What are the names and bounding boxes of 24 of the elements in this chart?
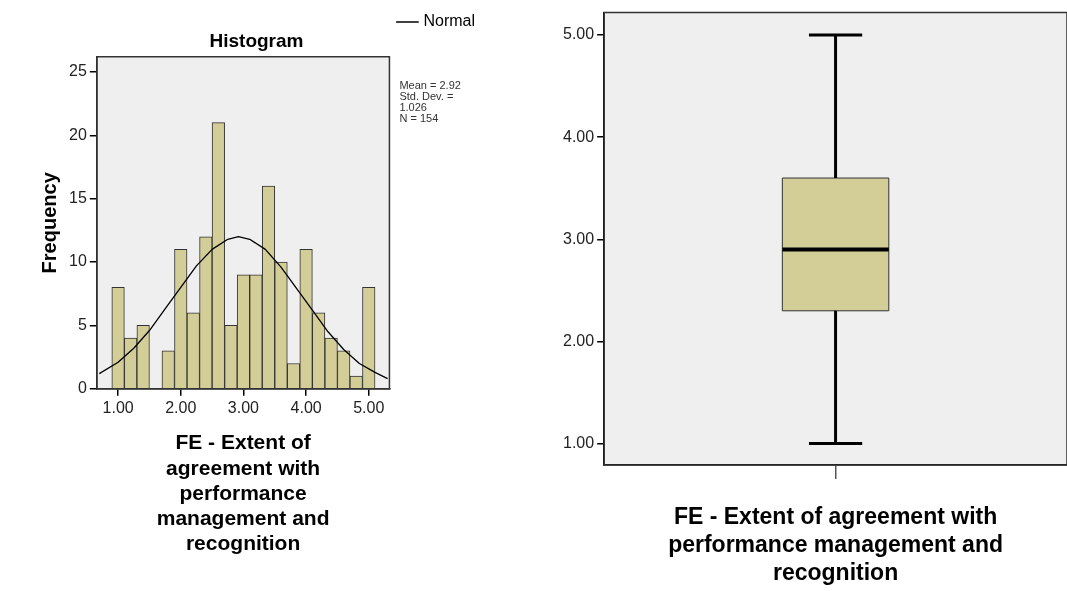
y-tick-label: 2.00	[563, 331, 595, 349]
y-tick-label: 15	[69, 189, 87, 207]
y-axis-title: Frequency	[37, 171, 60, 274]
y-tick-label: 5.00	[563, 25, 595, 43]
y-tick-label: 20	[69, 125, 87, 143]
x-axis-title: FE - Extent of agreement with performance management and recognition	[668, 503, 1004, 585]
x-tick-label: 5.00	[353, 398, 385, 416]
y-tick-label: 1.00	[563, 433, 595, 451]
y-tick-label: 5	[77, 315, 87, 333]
y-tick-label: 25	[69, 62, 87, 80]
x-tick-label: 1.00	[102, 398, 134, 416]
x-tick-label: 2.00	[165, 398, 197, 416]
y-tick-label: 3.00	[563, 229, 595, 247]
x-tick-label: 3.00	[227, 398, 260, 416]
y-tick-label: 10	[69, 252, 87, 270]
text: N = 154	[399, 111, 439, 124]
y-tick-label: 4.00	[563, 127, 595, 145]
chart-title: Histogram	[209, 29, 304, 51]
text: Std. Dev. = 1.026	[399, 89, 454, 113]
x-tick-label: 4.00	[290, 398, 322, 416]
text: Mean = 2.92	[399, 78, 461, 91]
x-axis-title: FE - Extent of agreement with performance management and recognition	[156, 430, 330, 555]
y-tick-label: 0	[77, 379, 87, 397]
legend-label: Normal	[423, 12, 475, 30]
